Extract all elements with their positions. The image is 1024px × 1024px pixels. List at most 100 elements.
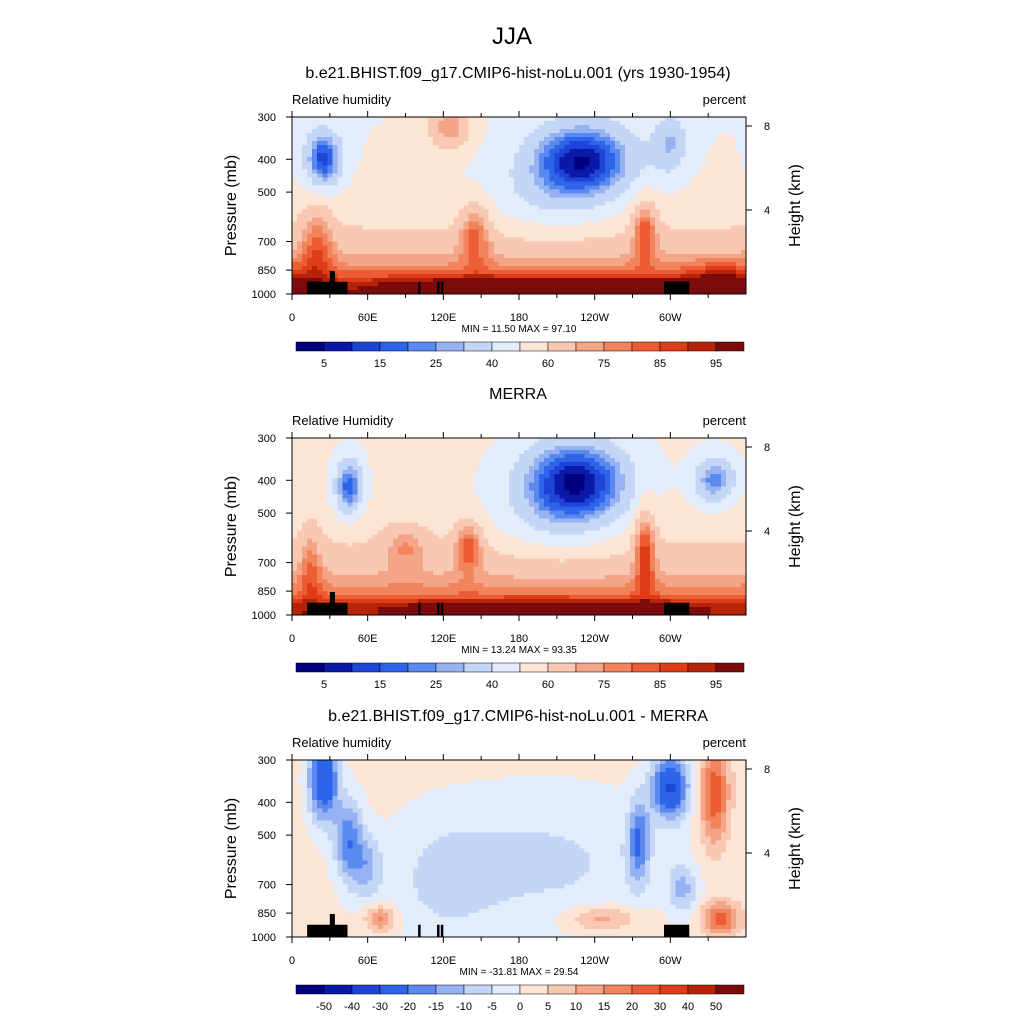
contour-cell — [529, 129, 535, 134]
contour-cell — [705, 233, 712, 239]
contour-cell — [387, 606, 394, 612]
contour-cell — [493, 185, 500, 191]
contour-cell — [382, 470, 389, 475]
contour-cell — [372, 145, 379, 150]
contour-cell — [695, 257, 702, 263]
contour-cell — [307, 221, 313, 227]
contour-cell — [554, 213, 560, 219]
contour-cell — [655, 161, 661, 166]
contour-cell — [453, 141, 460, 146]
contour-cell — [564, 157, 571, 162]
contour-cell — [564, 229, 571, 235]
contour-cell — [735, 193, 742, 199]
contour-cell — [377, 177, 384, 182]
contour-cell — [599, 237, 606, 243]
contour-cell — [559, 249, 565, 255]
contour-cell — [594, 165, 601, 170]
contour-cell — [564, 241, 571, 247]
colorbar-swatch — [631, 341, 661, 352]
contour-cell — [307, 117, 313, 122]
contour-cell — [357, 442, 364, 447]
contour-cell — [690, 225, 697, 231]
contour-cell — [629, 277, 636, 283]
contour-cell — [524, 273, 530, 279]
contour-cell — [327, 229, 333, 235]
contour-cell — [428, 229, 434, 235]
y2-axis-label: Height (km) — [787, 164, 804, 247]
contour-cell — [297, 498, 303, 503]
contour-cell — [357, 438, 364, 443]
contour-cell — [574, 209, 581, 215]
contour-cell — [382, 269, 389, 275]
contour-cell — [408, 197, 414, 203]
contour-cell — [609, 205, 616, 211]
contour-cell — [382, 554, 389, 560]
contour-cell — [302, 257, 308, 263]
contour-cell — [382, 518, 389, 524]
contour-cell — [372, 209, 379, 215]
contour-cell — [347, 129, 354, 134]
contour-cell — [337, 193, 344, 199]
contour-cell — [397, 454, 404, 459]
contour-cell — [735, 253, 742, 259]
contour-cell — [619, 281, 626, 287]
contour-cell — [347, 482, 354, 487]
contour-cell — [292, 466, 298, 471]
contour-cell — [650, 245, 656, 251]
contour-cell — [377, 518, 384, 524]
contour-cell — [710, 201, 717, 207]
contour-cell — [670, 269, 676, 275]
contour-cell — [357, 141, 364, 146]
contour-cell — [584, 209, 591, 215]
contour-cell — [539, 125, 545, 130]
contour-cell — [554, 273, 560, 279]
contour-cell — [685, 217, 692, 223]
contour-cell — [493, 181, 500, 186]
contour-cell — [720, 197, 727, 203]
contour-cell — [519, 285, 525, 291]
contour-cell — [574, 149, 581, 154]
contour-cell — [695, 177, 702, 182]
contour-cell — [443, 237, 449, 243]
contour-cell — [322, 562, 328, 568]
contour-cell — [362, 149, 369, 154]
contour-cell — [448, 169, 455, 174]
contour-cell — [302, 129, 308, 134]
contour-cell — [473, 217, 480, 223]
contour-cell — [529, 189, 535, 195]
contour-cell — [347, 502, 354, 507]
contour-cell — [423, 253, 429, 259]
contour-cell — [559, 233, 565, 239]
contour-cell — [508, 121, 515, 126]
contour-cell — [539, 121, 545, 126]
contour-cell — [382, 466, 389, 471]
contour-cell — [327, 550, 333, 556]
contour-cell — [377, 534, 384, 540]
contour-cell — [740, 125, 747, 130]
contour-cell — [362, 165, 369, 170]
contour-cell — [468, 157, 475, 162]
contour-cell — [483, 181, 490, 186]
contour-cell — [705, 133, 712, 138]
contour-cell — [342, 546, 349, 552]
contour-cell — [332, 538, 338, 544]
contour-cell — [302, 454, 308, 459]
contour-cell — [508, 265, 515, 271]
contour-cell — [332, 470, 338, 475]
contour-cell — [619, 289, 626, 295]
contour-cell — [695, 137, 702, 142]
contour-cell — [544, 173, 550, 178]
contour-cell — [397, 482, 404, 487]
contour-cell — [372, 221, 379, 227]
contour-cell — [372, 173, 379, 178]
contour-cell — [458, 241, 465, 247]
contour-cell — [352, 233, 359, 239]
contour-cell — [574, 189, 581, 195]
contour-cell — [604, 165, 611, 170]
contour-cell — [352, 510, 359, 516]
contour-cell — [645, 121, 651, 126]
contour-cell — [574, 177, 581, 182]
contour-cell — [624, 201, 631, 207]
contour-cell — [559, 229, 565, 235]
contour-cell — [614, 181, 621, 186]
